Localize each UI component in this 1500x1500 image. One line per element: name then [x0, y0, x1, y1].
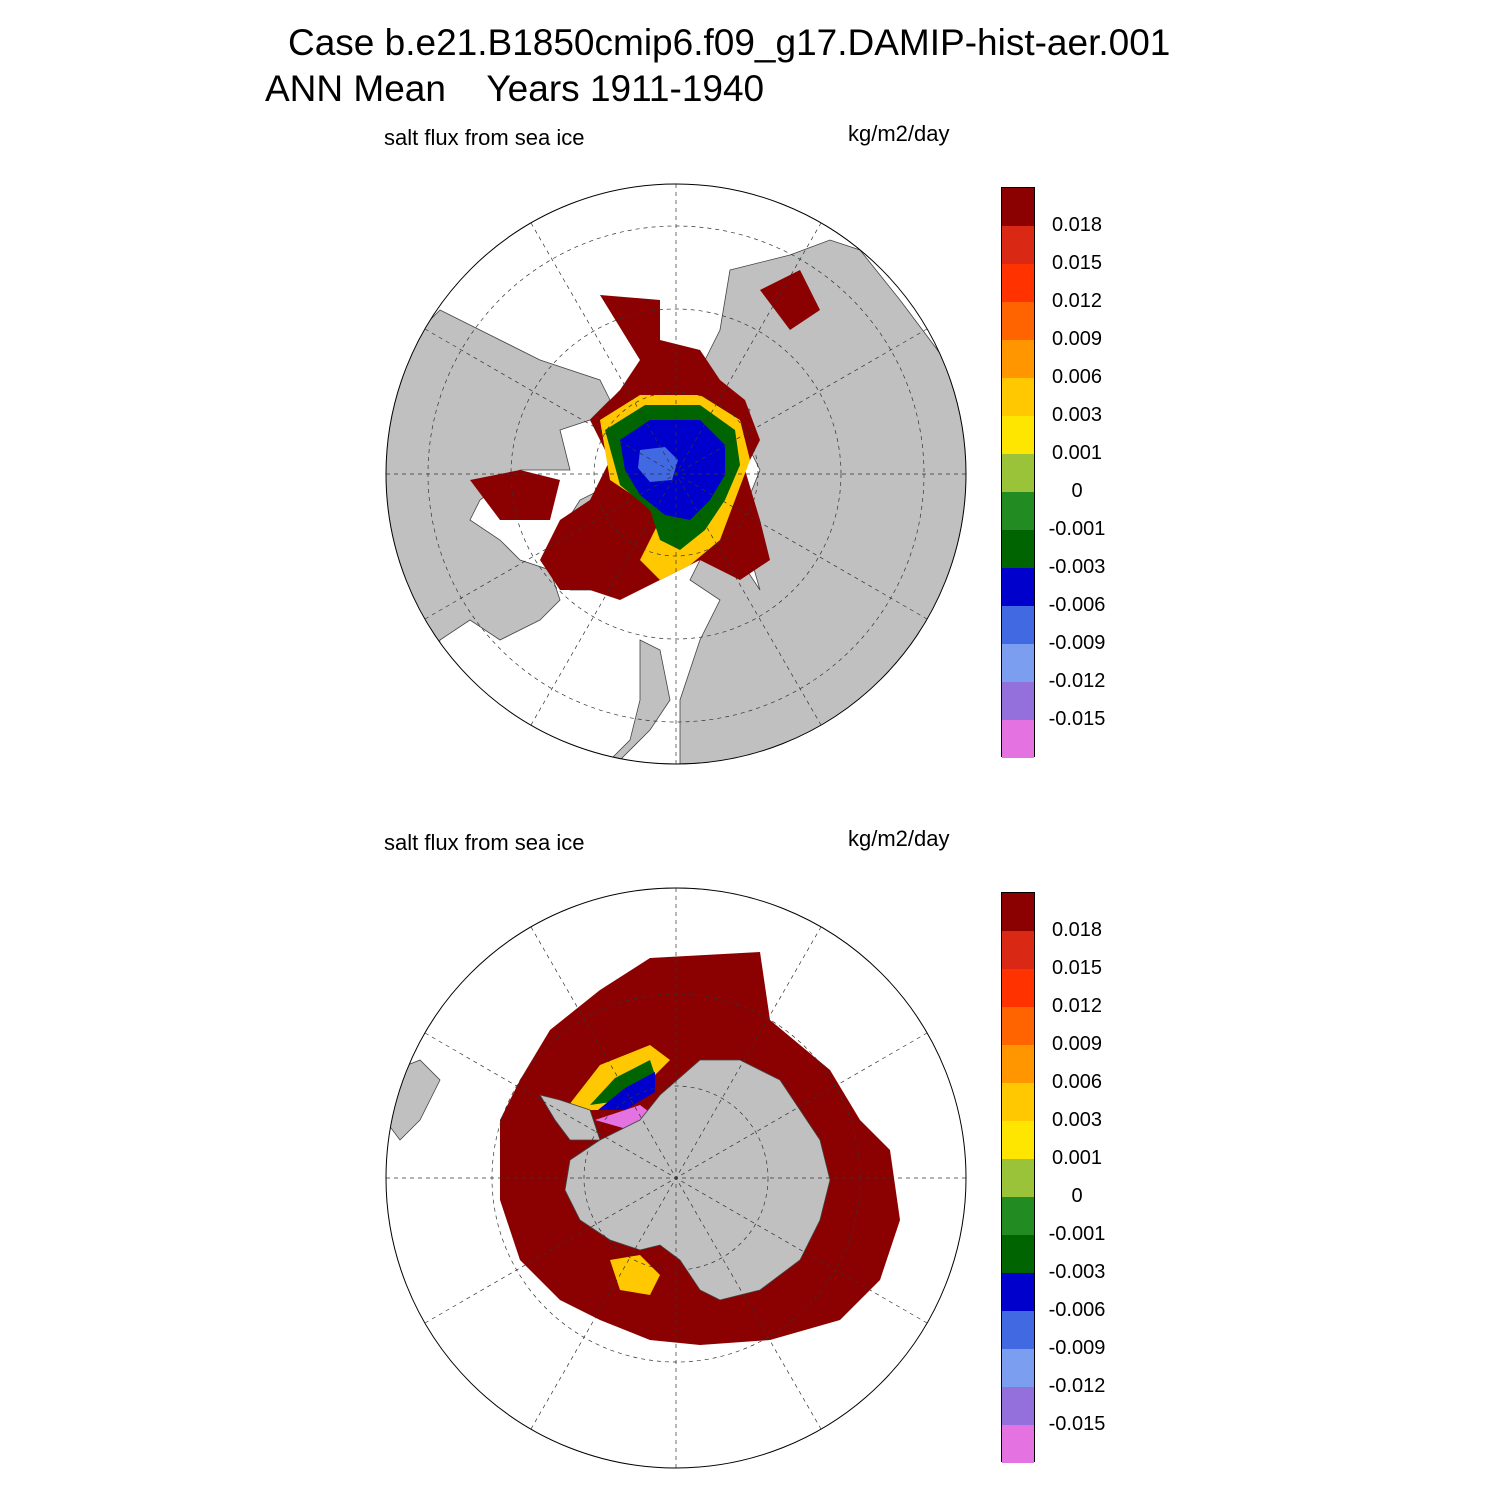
north-colorbar-label: 0.006	[1051, 366, 1103, 388]
south-land-antarctica	[564, 1059, 831, 1301]
north-colorbar-swatch	[1002, 264, 1034, 302]
south-colorbar	[1001, 892, 1035, 1463]
south-colorbar-label: 0.009	[1051, 1033, 1103, 1055]
north-flux-dark-red-hudson	[470, 470, 560, 520]
south-polar-map	[385, 887, 967, 1469]
south-colorbar-label: -0.009	[1048, 1337, 1106, 1359]
north-colorbar-swatch	[1002, 530, 1034, 568]
south-colorbar-swatch	[1002, 1007, 1034, 1045]
north-colorbar-label: -0.012	[1048, 670, 1106, 692]
north-colorbar-label: 0.018	[1051, 214, 1103, 236]
north-colorbar-label: 0.015	[1051, 252, 1103, 274]
north-colorbar-swatch	[1002, 606, 1034, 644]
south-colorbar-label: 0.001	[1051, 1147, 1103, 1169]
south-colorbar-label: -0.012	[1048, 1375, 1106, 1397]
north-colorbar-label: 0.009	[1051, 328, 1103, 350]
north-colorbar-swatch	[1002, 682, 1034, 720]
figure-title-case: Case b.e21.B1850cmip6.f09_g17.DAMIP-hist…	[288, 22, 1171, 63]
north-colorbar-swatch	[1002, 416, 1034, 454]
south-colorbar-label: 0.003	[1051, 1109, 1103, 1131]
south-colorbar-swatch	[1002, 1083, 1034, 1121]
north-colorbar-swatch	[1002, 644, 1034, 682]
north-colorbar-label: 0	[1071, 480, 1083, 502]
north-polar-map	[385, 183, 967, 765]
north-colorbar-swatch	[1002, 492, 1034, 530]
south-units-label: kg/m2/day	[848, 826, 950, 851]
south-colorbar-swatch	[1002, 1425, 1034, 1463]
north-colorbar-label: -0.006	[1048, 594, 1106, 616]
north-colorbar-label: -0.001	[1048, 518, 1106, 540]
south-variable-label: salt flux from sea ice	[384, 830, 585, 855]
north-land-north-america	[386, 309, 611, 721]
south-colorbar-label: 0.018	[1051, 919, 1103, 941]
south-flux-blue-weddell	[598, 1072, 655, 1110]
south-colorbar-label: 0.015	[1051, 957, 1103, 979]
south-flux-yellow-ross	[610, 1255, 660, 1295]
north-colorbar-label: 0.003	[1051, 404, 1103, 426]
north-colorbar-label: -0.009	[1048, 632, 1106, 654]
south-colorbar-swatch	[1002, 1159, 1034, 1197]
south-colorbar-swatch	[1002, 969, 1034, 1007]
north-colorbar	[1001, 187, 1035, 758]
south-colorbar-swatch	[1002, 931, 1034, 969]
south-colorbar-swatch	[1002, 1311, 1034, 1349]
north-colorbar-swatch	[1002, 302, 1034, 340]
north-colorbar-swatch	[1002, 226, 1034, 264]
south-colorbar-label: 0	[1071, 1185, 1083, 1207]
south-colorbar-label: 0.006	[1051, 1071, 1103, 1093]
south-flux-green-weddell	[590, 1060, 655, 1105]
north-colorbar-swatch	[1002, 568, 1034, 606]
north-colorbar-swatch	[1002, 454, 1034, 492]
south-colorbar-swatch	[1002, 1235, 1034, 1273]
south-graticule	[386, 888, 966, 1468]
south-colorbar-swatch	[1002, 1273, 1034, 1311]
north-units-label: kg/m2/day	[848, 121, 950, 146]
north-colorbar-label: 0.012	[1051, 290, 1103, 312]
south-colorbar-label: -0.006	[1048, 1299, 1106, 1321]
south-colorbar-swatch	[1002, 1349, 1034, 1387]
north-flux-light-blue	[638, 447, 678, 482]
south-colorbar-label: -0.003	[1048, 1261, 1106, 1283]
south-colorbar-label: -0.015	[1048, 1413, 1106, 1435]
south-colorbar-swatch	[1002, 1121, 1034, 1159]
south-colorbar-swatch	[1002, 1197, 1034, 1235]
south-colorbar-swatch	[1002, 893, 1034, 931]
south-colorbar-swatch	[1002, 1387, 1034, 1425]
north-colorbar-swatch	[1002, 720, 1034, 758]
north-colorbar-label: -0.003	[1048, 556, 1106, 578]
north-flux-dark-red-okhotsk	[760, 270, 820, 330]
north-colorbar-label: -0.015	[1048, 708, 1106, 730]
south-colorbar-label: 0.012	[1051, 995, 1103, 1017]
south-colorbar-swatch	[1002, 1045, 1034, 1083]
north-colorbar-swatch	[1002, 378, 1034, 416]
north-colorbar-swatch	[1002, 340, 1034, 378]
north-colorbar-label: 0.001	[1051, 442, 1103, 464]
south-land-peninsula	[539, 1094, 601, 1141]
north-colorbar-swatch	[1002, 188, 1034, 226]
south-colorbar-label: -0.001	[1048, 1223, 1106, 1245]
figure-title-period: ANN Mean Years 1911-1940	[265, 68, 765, 109]
north-variable-label: salt flux from sea ice	[384, 125, 585, 150]
north-graticule	[386, 184, 966, 764]
